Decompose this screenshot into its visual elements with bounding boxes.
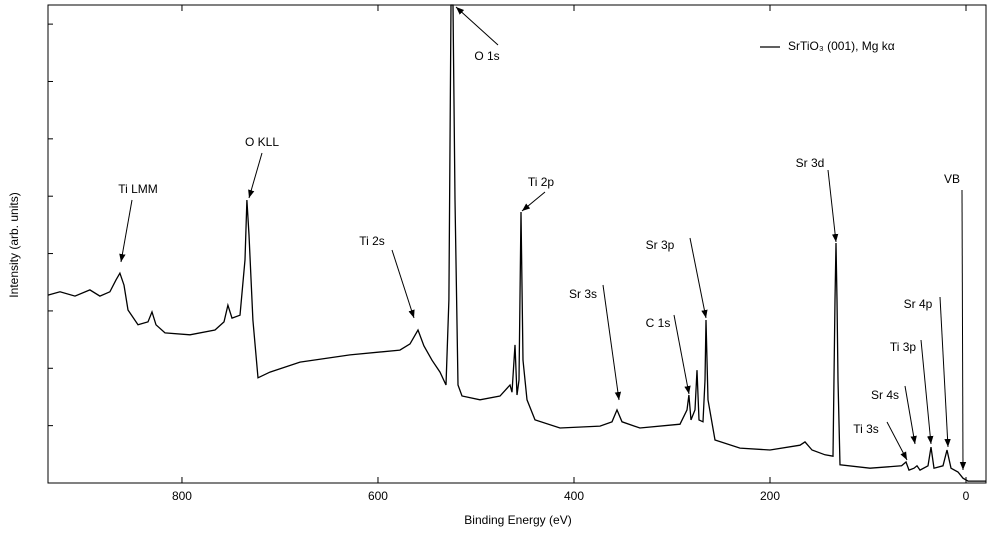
x-tick-label: 800 [172, 489, 192, 503]
peak-arrow [920, 339, 934, 445]
peak-arrow [455, 6, 499, 46]
peak-arrow [904, 385, 917, 445]
peak-label: Sr 4s [871, 388, 899, 402]
peak-label: Sr 3d [796, 156, 825, 170]
peak-arrow [689, 237, 708, 319]
peak-arrow [673, 314, 691, 395]
peak-label: C 1s [646, 316, 671, 330]
x-tick-label: 400 [564, 489, 584, 503]
legend-label: SrTiO₃ (001), Mg kα [788, 39, 895, 53]
plot-frame [47, 4, 987, 484]
peak-label: O 1s [474, 49, 499, 63]
peak-label: Ti 3p [890, 340, 917, 354]
peak-label: Sr 4p [904, 297, 933, 311]
peak-arrow [886, 421, 908, 461]
peak-label: Ti 2s [359, 234, 385, 248]
spectrum-line [47, 4, 986, 482]
x-tick-label: 0 [963, 489, 970, 503]
x-tick-label: 600 [368, 489, 388, 503]
peak-arrow [602, 284, 622, 401]
peak-label: Ti 3s [853, 422, 879, 436]
x-tick-label: 200 [760, 489, 780, 503]
peak-label: Ti 2p [528, 175, 555, 189]
x-axis-title: Binding Energy (eV) [464, 513, 571, 527]
peak-label: Ti LMM [118, 182, 158, 196]
peak-arrow [119, 199, 133, 263]
peak-arrow [391, 249, 415, 319]
peak-arrow [521, 191, 546, 212]
peak-arrow [827, 169, 839, 243]
peak-label: Sr 3s [569, 287, 597, 301]
peak-label: O KLL [245, 135, 279, 149]
peak-arrow [248, 152, 263, 199]
peak-label: VB [944, 172, 960, 186]
peak-label: Sr 3p [646, 238, 675, 252]
y-axis-title: Intensity (arb. units) [7, 192, 21, 297]
peak-arrow [959, 189, 967, 471]
peak-arrow [939, 296, 951, 448]
